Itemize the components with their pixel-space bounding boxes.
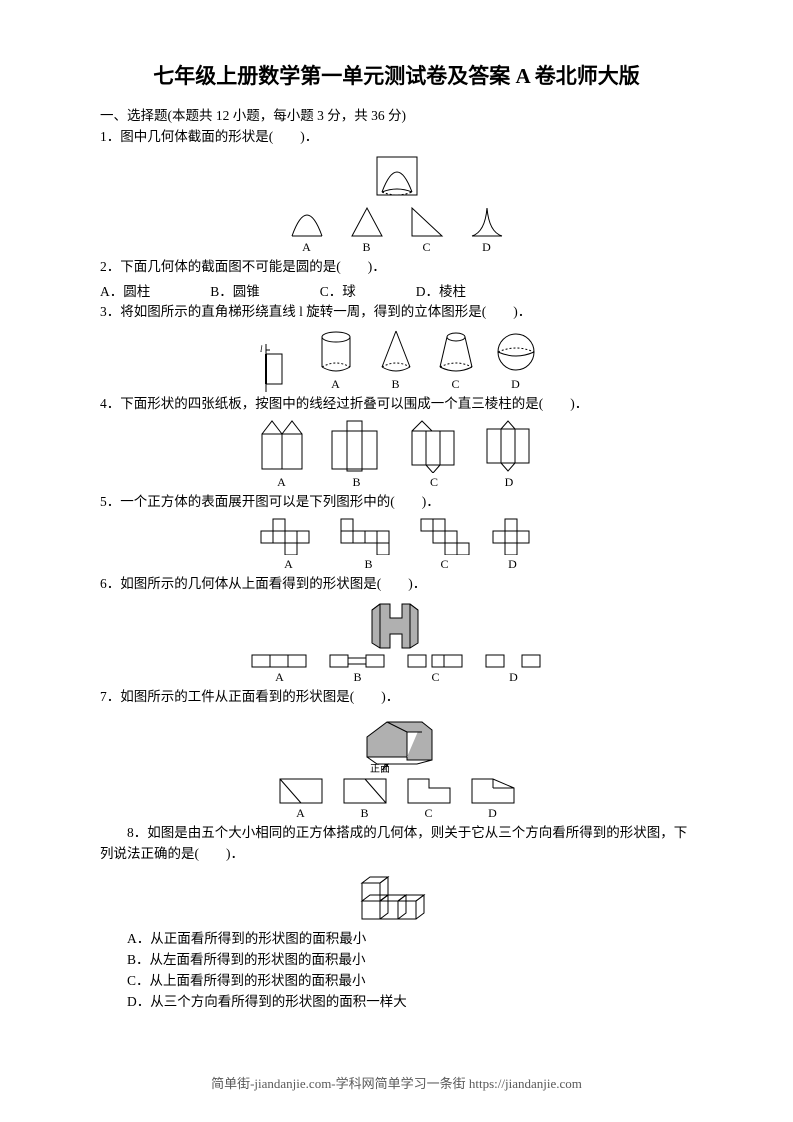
q6-options-figures: A B C D xyxy=(100,654,693,685)
q8-main-figure xyxy=(100,869,693,927)
q8-b: B．从左面看所得到的形状图的面积最小 xyxy=(127,950,693,971)
q7-main-figure: 正面 xyxy=(100,712,693,774)
page-title: 七年级上册数学第一单元测试卷及答案 A 卷北师大版 xyxy=(100,60,693,90)
q6-main-figure xyxy=(100,598,693,650)
svg-text:l: l xyxy=(260,344,263,354)
q4-text: 4．下面形状的四张纸板，按图中的线经过折叠可以围成一个直三棱柱的是( )． xyxy=(100,394,693,415)
q2-a: A．圆柱 xyxy=(100,280,150,300)
q3-label-d: D xyxy=(511,377,520,392)
q5-text: 5．一个正方体的表面展开图可以是下列图形中的( )． xyxy=(100,492,693,513)
q7-label-b: B xyxy=(360,806,368,821)
q4-label-b: B xyxy=(352,475,360,490)
q8-c: C．从上面看所得到的形状图的面积最小 xyxy=(127,971,693,992)
page-footer: 简单街-jiandanjie.com-学科网简单学习一条街 https://ji… xyxy=(0,1073,793,1092)
q5-label-b: B xyxy=(364,557,372,572)
q1-label-d: D xyxy=(482,240,491,255)
q7-label-d: D xyxy=(488,806,497,821)
q2-text: 2．下面几何体的截面图不可能是圆的是( )． xyxy=(100,257,693,278)
q1-label-b: B xyxy=(362,240,370,255)
q3-label-c: C xyxy=(451,377,459,392)
q7-options-figures: A B C D xyxy=(100,778,693,821)
q2-d: D．棱柱 xyxy=(416,280,466,300)
q6-label-c: C xyxy=(431,670,439,685)
q1-options-figures: A B C D xyxy=(100,204,693,255)
q3-label-a: A xyxy=(331,377,340,392)
q4-figures: A B C xyxy=(100,419,693,490)
q5-label-a: A xyxy=(284,557,293,572)
q7-label-a: A xyxy=(296,806,305,821)
q5-label-d: D xyxy=(508,557,517,572)
q7-label-c: C xyxy=(424,806,432,821)
q4-label-a: A xyxy=(277,475,286,490)
q2-c: C．球 xyxy=(320,280,356,300)
q6-text: 6．如图所示的几何体从上面看得到的形状图是( )． xyxy=(100,574,693,595)
q3-text: 3．将如图所示的直角梯形绕直线 l 旋转一周，得到的立体图形是( )． xyxy=(100,302,693,323)
q6-label-a: A xyxy=(275,670,284,685)
q3-figures: l A B xyxy=(100,327,693,392)
q5-label-c: C xyxy=(440,557,448,572)
q5-figures: A B xyxy=(100,517,693,572)
section-header: 一、选择题(本题共 12 小题，每小题 3 分，共 36 分) xyxy=(100,106,693,127)
q7-text: 7．如图所示的工件从正面看到的形状图是( )． xyxy=(100,687,693,708)
q1-label-c: C xyxy=(422,240,430,255)
q7-front-label: 正面 xyxy=(370,764,390,774)
q2-b: B．圆锥 xyxy=(210,280,260,300)
q8-text: 8．如图是由五个大小相同的正方体搭成的几何体，则关于它从三个方向看所得到的形状图… xyxy=(100,823,693,865)
q8-a: A．从正面看所得到的形状图的面积最小 xyxy=(127,929,693,950)
q6-label-d: D xyxy=(509,670,518,685)
q4-label-d: D xyxy=(505,475,514,490)
q8-d: D．从三个方向看所得到的形状图的面积一样大 xyxy=(127,992,693,1013)
q6-label-b: B xyxy=(353,670,361,685)
q4-label-c: C xyxy=(430,475,438,490)
q1-label-a: A xyxy=(302,240,311,255)
q1-text: 1．图中几何体截面的形状是( )． xyxy=(100,127,693,148)
q3-label-b: B xyxy=(391,377,399,392)
q2-options: A．圆柱 B．圆锥 C．球 D．棱柱 xyxy=(100,280,693,300)
q1-main-figure xyxy=(100,152,693,200)
